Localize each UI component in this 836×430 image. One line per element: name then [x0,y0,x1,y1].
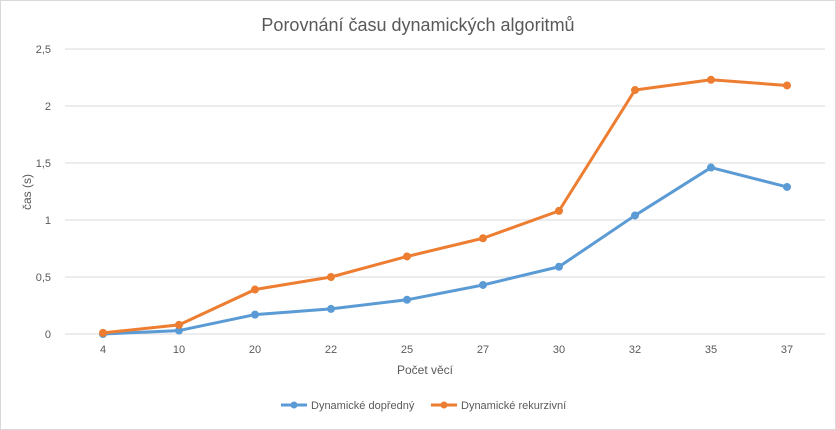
legend-marker [290,401,298,409]
y-tick-label: 0,5 [36,272,51,284]
data-point [783,182,791,191]
y-tick-label: 1,5 [36,158,51,170]
data-point [479,280,487,289]
x-tick-label: 37 [781,344,793,356]
x-tick-label: 20 [249,344,261,356]
legend-item: Dynamické dopředný [281,400,415,412]
x-tick-label: 22 [325,344,337,356]
legend-marker [440,401,448,409]
data-point [707,163,715,172]
data-point [631,86,639,95]
legend-label: Dynamické rekurzivní [461,400,566,412]
data-point [251,310,259,319]
data-point [99,328,107,337]
data-point [251,285,259,294]
data-point [403,295,411,304]
legend-label: Dynamické dopředný [311,400,415,412]
series-line-2 [101,78,789,335]
x-tick-label: 30 [553,344,565,356]
y-tick-label: 2 [45,101,51,113]
series-line-1 [101,166,789,336]
data-point [327,273,335,281]
data-point [783,81,791,90]
data-point [327,304,335,313]
data-point [555,262,563,271]
x-tick-label: 27 [477,344,489,356]
chart-title: Porovnání času dynamických algoritmů [261,15,574,35]
data-point [631,211,639,220]
series-group [99,75,791,338]
x-tick-label: 4 [100,344,106,356]
gridlines [65,48,825,278]
x-tick-label: 35 [705,344,717,356]
legend: Dynamické dopředný Dynamické rekurzivní [281,400,566,412]
x-tick-label: 32 [629,344,641,356]
data-point [175,320,183,329]
x-tick-label: 10 [173,344,185,356]
y-axis-ticks: 0 0,5 1 1,5 2 2,5 [36,44,51,341]
x-axis-title: Počet věcí [397,363,454,377]
data-point [555,206,563,215]
y-axis-title: čas (s) [20,174,34,210]
y-tick-label: 2,5 [36,44,51,56]
data-point [479,234,487,243]
legend-item: Dynamické rekurzivní [431,400,566,412]
y-tick-label: 0 [45,329,51,341]
data-point [707,75,715,84]
x-axis-ticks: 4 10 20 22 25 27 30 32 35 37 [100,344,793,356]
data-point [403,252,411,261]
x-tick-label: 25 [401,344,413,356]
y-tick-label: 1 [45,215,51,227]
